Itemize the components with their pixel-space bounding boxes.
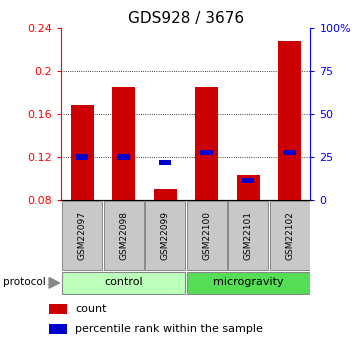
Bar [195,87,218,200]
Bar [49,304,68,314]
Bar [112,87,135,200]
Bar [159,160,171,165]
FancyBboxPatch shape [62,272,185,294]
Bar [283,150,296,155]
Bar [242,178,255,184]
FancyBboxPatch shape [270,201,310,270]
Bar [154,189,177,200]
Polygon shape [49,278,60,288]
Bar [49,324,68,334]
FancyBboxPatch shape [145,201,185,270]
Bar [278,40,301,200]
Title: GDS928 / 3676: GDS928 / 3676 [128,11,244,27]
Text: count: count [75,304,107,314]
Bar [237,175,260,200]
Text: percentile rank within the sample: percentile rank within the sample [75,324,263,334]
Text: GSM22098: GSM22098 [119,211,128,260]
FancyBboxPatch shape [187,201,227,270]
Text: protocol: protocol [3,277,46,287]
Text: GSM22097: GSM22097 [78,211,87,260]
Bar [117,154,130,160]
Text: GSM22100: GSM22100 [202,211,211,260]
FancyBboxPatch shape [62,201,102,270]
Bar [200,150,213,155]
Bar [71,105,93,200]
Text: GSM22102: GSM22102 [285,211,294,260]
Bar [76,154,88,160]
Text: control: control [104,277,143,287]
FancyBboxPatch shape [187,272,310,294]
Text: microgravity: microgravity [213,277,283,287]
FancyBboxPatch shape [228,201,268,270]
Text: GSM22099: GSM22099 [161,211,170,260]
Text: GSM22101: GSM22101 [244,211,253,260]
FancyBboxPatch shape [104,201,144,270]
